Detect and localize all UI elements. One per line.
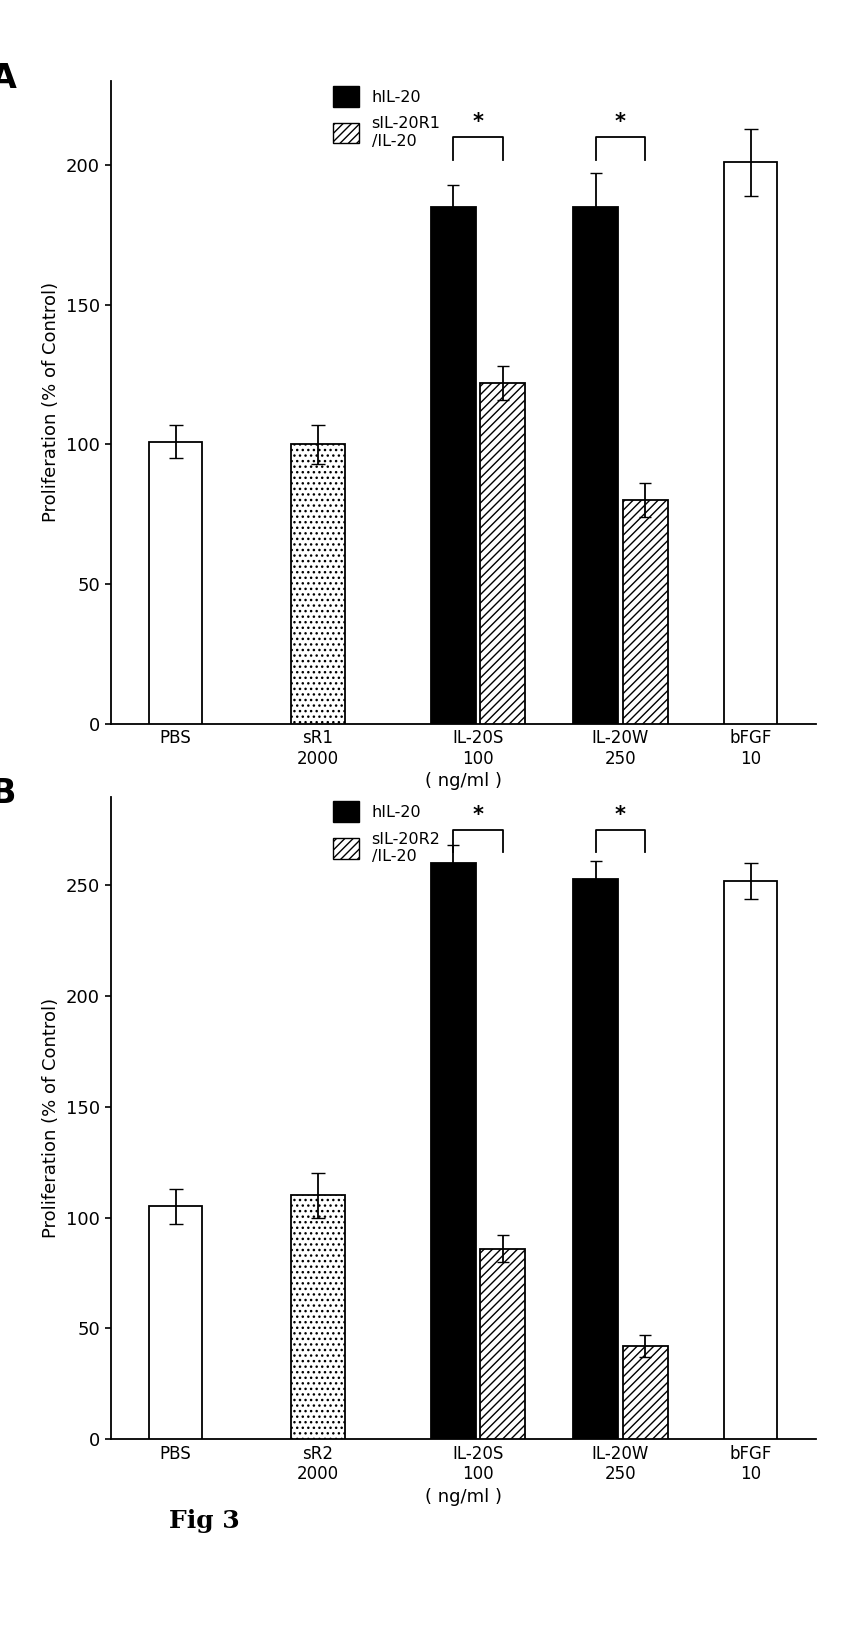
Text: B: B bbox=[0, 777, 16, 810]
Bar bbox=[480, 382, 525, 724]
Text: *: * bbox=[615, 805, 626, 824]
Text: Fig 3: Fig 3 bbox=[168, 1509, 240, 1533]
Y-axis label: Proliferation (% of Control): Proliferation (% of Control) bbox=[42, 283, 60, 522]
Legend: hIL-20, sIL-20R1
/IL-20: hIL-20, sIL-20R1 /IL-20 bbox=[330, 83, 444, 151]
Bar bbox=[573, 878, 618, 1439]
Text: *: * bbox=[473, 112, 484, 132]
Bar bbox=[431, 863, 476, 1439]
Legend: hIL-20, sIL-20R2
/IL-20: hIL-20, sIL-20R2 /IL-20 bbox=[330, 798, 444, 867]
Text: A: A bbox=[0, 62, 16, 94]
Bar bbox=[149, 1206, 202, 1439]
Bar bbox=[292, 444, 345, 724]
Bar bbox=[573, 207, 618, 724]
Bar bbox=[292, 1195, 345, 1439]
Bar bbox=[480, 1249, 525, 1439]
Y-axis label: Proliferation (% of Control): Proliferation (% of Control) bbox=[42, 998, 60, 1237]
Text: *: * bbox=[615, 112, 626, 132]
Bar bbox=[724, 163, 778, 724]
Text: *: * bbox=[473, 805, 484, 824]
Bar bbox=[149, 442, 202, 724]
X-axis label: ( ng/ml ): ( ng/ml ) bbox=[425, 1488, 502, 1506]
Bar bbox=[622, 1346, 667, 1439]
X-axis label: ( ng/ml ): ( ng/ml ) bbox=[425, 772, 502, 790]
Bar bbox=[431, 207, 476, 724]
Bar bbox=[724, 881, 778, 1439]
Bar bbox=[622, 501, 667, 724]
